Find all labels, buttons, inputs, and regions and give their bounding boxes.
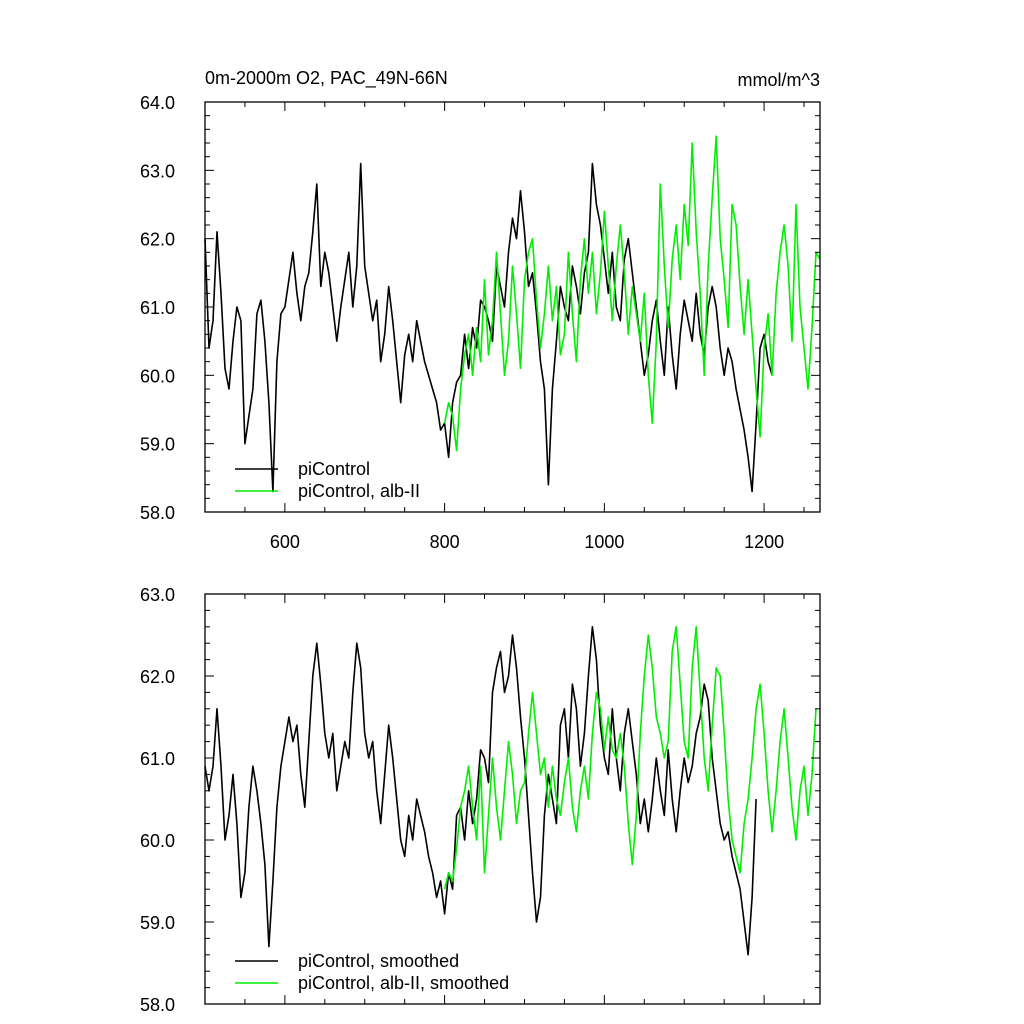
- bottom-series-line-0: [204, 626, 757, 956]
- bottom-y-tick-label: 58.0: [140, 995, 175, 1015]
- legend-label-picontrol: piControl: [298, 459, 370, 479]
- legend-label-picontrol-smoothed: piControl, smoothed: [298, 951, 459, 971]
- top-plot-lines: [204, 135, 821, 493]
- top-panel: 600 800 1000 1200 58.0 59.0 60.0 61.0 62.0 63.0 64…: [140, 93, 821, 552]
- top-y-tick-label: 64.0: [140, 93, 175, 113]
- top-y-tick-label: 60.0: [140, 366, 175, 386]
- top-y-tick-label: 62.0: [140, 230, 175, 250]
- top-x-tick-label: 1000: [584, 532, 624, 552]
- top-series-line-0: [204, 162, 773, 493]
- bottom-y-tick-label: 63.0: [140, 585, 175, 605]
- top-y-tick-label: 58.0: [140, 503, 175, 523]
- legend-label-alb-ii-smoothed: piControl, alb-II, smoothed: [298, 973, 509, 993]
- bottom-legend: piControl, smoothed piControl, alb-II, s…: [235, 951, 509, 993]
- top-x-tick-label: 1200: [744, 532, 784, 552]
- bottom-plot-lines: [204, 626, 817, 956]
- chart-title: 0m-2000m O2, PAC_49N-66N: [205, 68, 448, 89]
- bottom-y-tick-label: 62.0: [140, 667, 175, 687]
- units-label: mmol/m^3: [738, 70, 820, 90]
- top-y-tick-label: 63.0: [140, 161, 175, 181]
- top-x-tick-label: 600: [270, 532, 300, 552]
- bottom-y-tick-label: 59.0: [140, 913, 175, 933]
- top-legend: piControl piControl, alb-II: [235, 459, 420, 501]
- bottom-y-tick-label: 61.0: [140, 749, 175, 769]
- bottom-axis-ticks: 58.0 59.0 60.0 61.0 62.0 63.0: [140, 585, 820, 1015]
- bottom-y-tick-label: 60.0: [140, 831, 175, 851]
- top-plot-frame: [204, 101, 821, 513]
- top-series-line-1: [443, 135, 821, 452]
- legend-label-alb-ii: piControl, alb-II: [298, 481, 420, 501]
- top-y-tick-label: 61.0: [140, 298, 175, 318]
- top-axis-ticks: 600 800 1000 1200 58.0 59.0 60.0 61.0 62.0 63.0 64…: [140, 93, 820, 552]
- bottom-plot-frame: [204, 593, 821, 1005]
- bottom-series-line-1: [443, 626, 817, 890]
- top-x-tick-label: 800: [430, 532, 460, 552]
- bottom-panel: 58.0 59.0 60.0 61.0 62.0 63.0 piControl, smoo…: [140, 585, 821, 1015]
- top-y-tick-label: 59.0: [140, 435, 175, 455]
